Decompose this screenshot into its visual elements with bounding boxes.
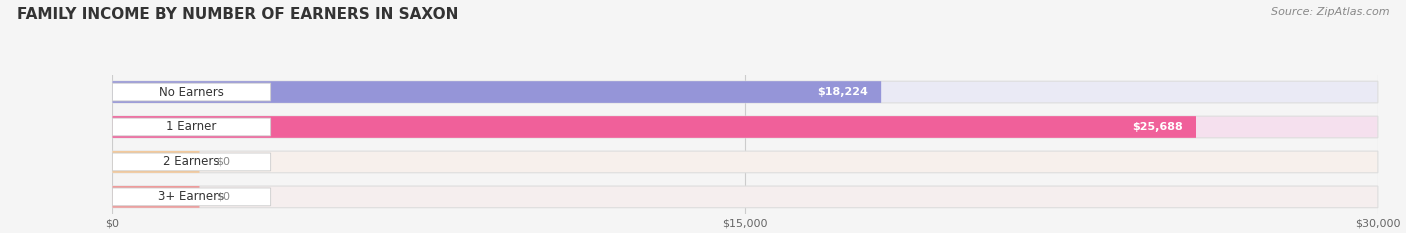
Text: 3+ Earners: 3+ Earners: [159, 190, 225, 203]
FancyBboxPatch shape: [112, 188, 270, 206]
Text: 1 Earner: 1 Earner: [166, 120, 217, 134]
Text: FAMILY INCOME BY NUMBER OF EARNERS IN SAXON: FAMILY INCOME BY NUMBER OF EARNERS IN SA…: [17, 7, 458, 22]
FancyBboxPatch shape: [112, 83, 270, 101]
Text: No Earners: No Earners: [159, 86, 224, 99]
FancyBboxPatch shape: [112, 116, 1378, 138]
Text: $25,688: $25,688: [1133, 122, 1184, 132]
FancyBboxPatch shape: [112, 186, 1378, 208]
Text: Source: ZipAtlas.com: Source: ZipAtlas.com: [1271, 7, 1389, 17]
FancyBboxPatch shape: [112, 81, 1378, 103]
FancyBboxPatch shape: [112, 151, 1378, 173]
FancyBboxPatch shape: [112, 153, 270, 171]
Text: $0: $0: [217, 157, 231, 167]
Text: $18,224: $18,224: [818, 87, 869, 97]
FancyBboxPatch shape: [112, 81, 882, 103]
FancyBboxPatch shape: [112, 116, 1197, 138]
FancyBboxPatch shape: [112, 186, 200, 208]
Text: $0: $0: [217, 192, 231, 202]
FancyBboxPatch shape: [112, 151, 200, 173]
FancyBboxPatch shape: [112, 118, 270, 136]
Text: 2 Earners: 2 Earners: [163, 155, 219, 168]
